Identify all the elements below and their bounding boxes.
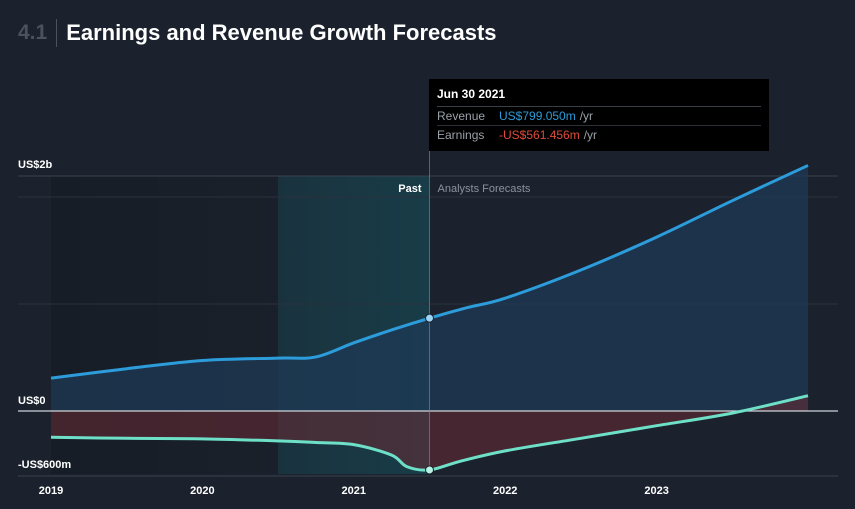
forecast-label: Analysts Forecasts bbox=[438, 183, 531, 195]
revenue-area bbox=[51, 165, 808, 411]
y-tick-label: US$2b bbox=[18, 159, 53, 171]
section-number: 4.1 bbox=[18, 19, 58, 47]
page-title: Earnings and Revenue Growth Forecasts bbox=[66, 20, 497, 45]
tooltip-revenue-label: Revenue bbox=[437, 109, 486, 123]
tooltip-earnings-row: Earnings -US$561.456m /yr bbox=[437, 126, 761, 144]
earnings-line bbox=[50, 394, 809, 472]
x-tick-label: 2021 bbox=[342, 485, 366, 497]
y-tick-label: US$0 bbox=[18, 395, 46, 407]
tooltip-earnings-unit: /yr bbox=[583, 128, 598, 142]
tooltip-revenue-unit: /yr bbox=[579, 109, 594, 123]
tooltip-date: Jun 30 2021 bbox=[437, 87, 761, 107]
x-tick-label: 2020 bbox=[190, 485, 214, 497]
x-tick-label: 2023 bbox=[644, 485, 668, 497]
revenue-line bbox=[50, 164, 809, 380]
tooltip-earnings-label: Earnings bbox=[437, 128, 485, 142]
x-tick-label: 2022 bbox=[493, 485, 517, 497]
section-header: 4.1 Earnings and Revenue Growth Forecast… bbox=[18, 18, 497, 48]
tooltip-revenue-value: US$799.050m bbox=[499, 109, 576, 123]
past-label: Past bbox=[398, 183, 422, 195]
earnings-highlight-point bbox=[425, 465, 434, 475]
y-tick-label: -US$600m bbox=[18, 459, 71, 471]
tooltip-revenue-row: Revenue US$799.050m /yr bbox=[437, 107, 761, 126]
chart-tooltip: Jun 30 2021 Revenue US$799.050m /yr Earn… bbox=[429, 79, 769, 151]
tooltip-earnings-value: -US$561.456m bbox=[499, 128, 580, 142]
x-tick-label: 2019 bbox=[39, 485, 63, 497]
revenue-highlight-point bbox=[425, 313, 434, 323]
